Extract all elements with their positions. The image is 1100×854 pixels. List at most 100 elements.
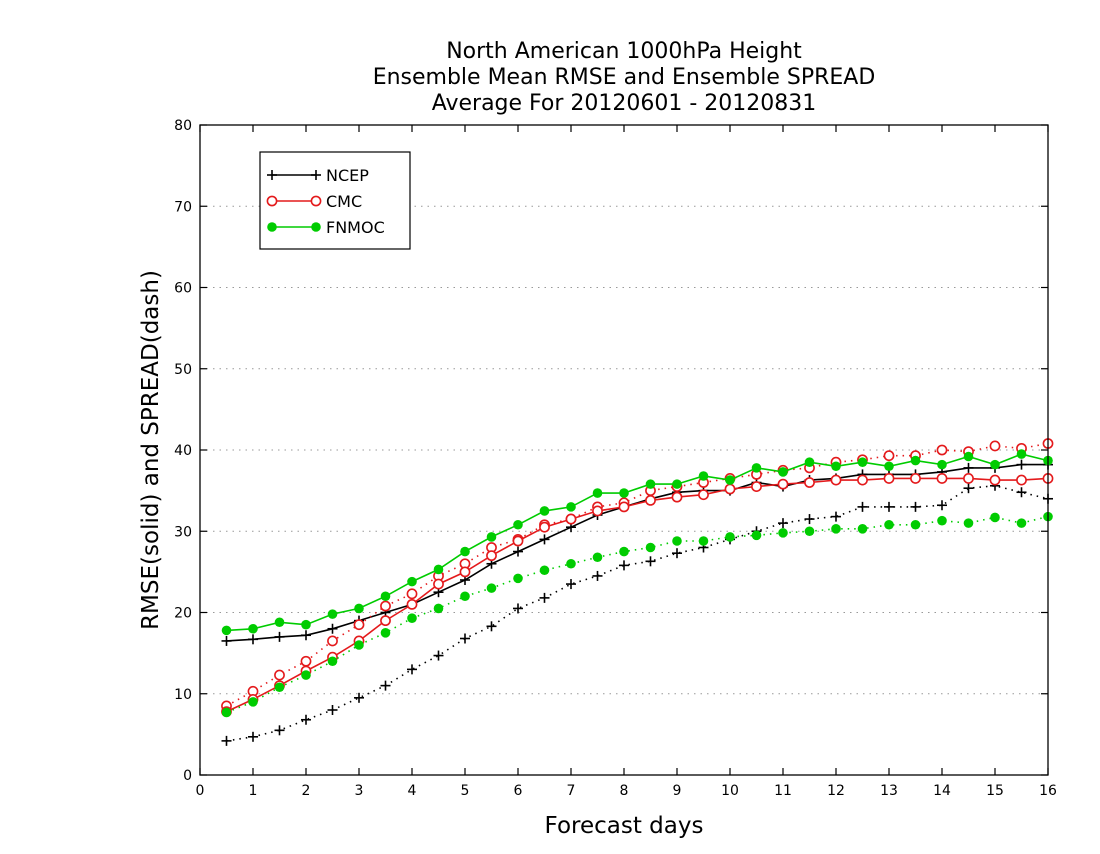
point-marker [645, 494, 656, 506]
x-tick-label: 16 [1039, 783, 1057, 799]
point-marker [565, 513, 577, 525]
point-marker [327, 623, 338, 634]
point-marker [1016, 518, 1027, 528]
point-marker [354, 603, 364, 614]
point-marker [725, 532, 735, 542]
y-tick-label: 0 [183, 768, 192, 784]
point-marker [539, 592, 550, 603]
x-tick-label: 13 [880, 783, 898, 799]
point-marker [671, 491, 683, 503]
point-marker [963, 518, 974, 528]
point-marker [883, 473, 895, 484]
y-tick-label: 50 [174, 362, 192, 378]
point-marker [990, 512, 1000, 523]
point-marker [937, 515, 947, 526]
fnmoc-rmse-line [226, 453, 1049, 632]
x-tick-label: 6 [514, 783, 523, 799]
x-tick-label: 5 [461, 783, 470, 799]
point-marker [910, 519, 921, 530]
point-marker [513, 573, 523, 584]
point-marker [301, 619, 311, 630]
point-marker [910, 501, 921, 512]
point-marker [274, 669, 285, 681]
point-marker [433, 650, 444, 661]
x-tick-label: 4 [408, 783, 417, 799]
point-marker [619, 546, 629, 557]
point-marker [311, 222, 321, 232]
point-marker [592, 505, 603, 517]
point-marker [274, 682, 285, 693]
point-marker [937, 500, 947, 511]
point-marker [301, 630, 311, 641]
point-marker [301, 714, 311, 725]
point-marker [698, 536, 709, 546]
point-marker [831, 511, 841, 522]
point-marker [266, 195, 278, 207]
point-marker [804, 514, 815, 525]
point-marker [267, 170, 277, 180]
title-line: Ensemble Mean RMSE and Ensemble SPREAD [373, 65, 876, 90]
point-marker [380, 680, 391, 691]
point-marker [380, 600, 391, 612]
fnmoc-series [221, 449, 1053, 718]
ncep-spread-line [226, 484, 1049, 742]
point-marker [619, 488, 629, 498]
point-marker [380, 591, 391, 602]
y-tick-label: 70 [174, 199, 192, 215]
x-tick-label: 8 [620, 783, 629, 799]
point-marker [406, 598, 418, 610]
point-marker [910, 473, 921, 484]
point-marker [831, 461, 841, 472]
point-marker [884, 519, 894, 530]
point-marker [327, 635, 338, 647]
point-marker [513, 519, 523, 530]
point-marker [221, 707, 232, 718]
point-marker [512, 535, 524, 547]
point-marker [274, 631, 285, 642]
legend-item-fnmoc: FNMOC [267, 218, 385, 237]
point-marker [1016, 474, 1027, 486]
x-tick-label: 10 [721, 783, 739, 799]
point-marker [327, 609, 338, 619]
legend-label: CMC [326, 192, 362, 211]
point-marker [698, 489, 709, 501]
point-marker [831, 524, 841, 534]
point-marker [777, 478, 789, 490]
x-tick-label: 0 [196, 783, 205, 799]
point-marker [513, 603, 523, 614]
point-marker [433, 603, 444, 614]
cmc-rmse-line [226, 477, 1049, 713]
point-marker [936, 444, 948, 456]
point-marker [990, 459, 1000, 470]
point-marker [645, 556, 656, 567]
point-marker [566, 502, 576, 512]
point-marker [539, 506, 550, 516]
legend-label: FNMOC [326, 218, 385, 237]
point-marker [725, 475, 735, 485]
point-marker [539, 521, 550, 533]
x-tick-label: 11 [774, 783, 792, 799]
point-marker [936, 473, 948, 484]
point-marker [327, 656, 338, 667]
x-tick-label: 15 [986, 783, 1004, 799]
x-tick-label: 14 [933, 783, 951, 799]
y-axis-label: RMSE(solid) and SPREAD(dash) [138, 270, 164, 630]
point-marker [883, 450, 895, 462]
point-marker [830, 474, 842, 486]
point-marker [300, 655, 312, 667]
point-marker [353, 619, 365, 631]
title-line: Average For 20120601 - 20120831 [432, 91, 817, 116]
y-tick-label: 40 [174, 443, 192, 459]
point-marker [857, 524, 868, 534]
x-tick-label: 7 [567, 783, 576, 799]
x-tick-label: 9 [673, 783, 682, 799]
point-marker [380, 628, 391, 638]
point-marker [460, 546, 470, 557]
point-marker [672, 548, 682, 559]
point-marker [857, 501, 868, 512]
point-marker [1016, 459, 1027, 470]
point-marker [1016, 487, 1027, 498]
x-axis-label: Forecast days [545, 813, 704, 839]
point-marker [248, 623, 258, 634]
